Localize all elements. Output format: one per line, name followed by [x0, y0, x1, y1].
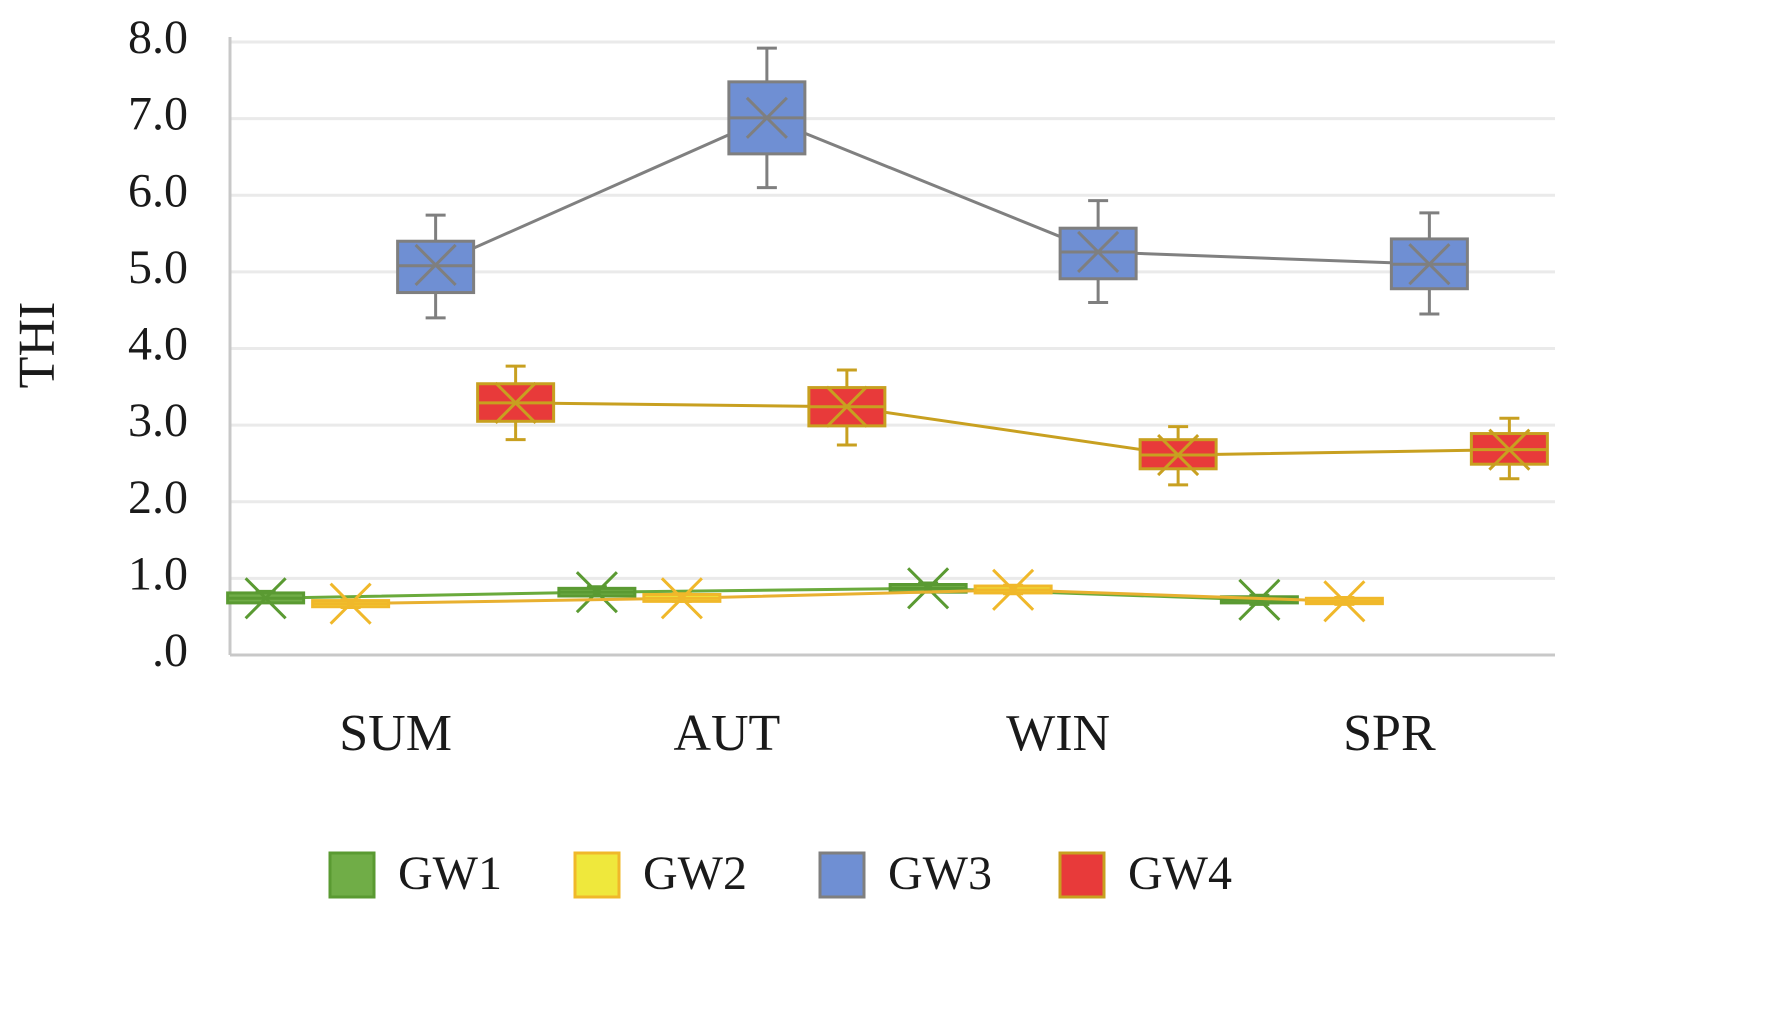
mean-line: [350, 588, 1345, 606]
y-tick-label: 2.0: [128, 471, 188, 524]
mean-marker: [1157, 433, 1200, 477]
y-tick-label: .0: [152, 624, 188, 677]
mean-marker: [329, 582, 372, 625]
mean-marker: [414, 243, 457, 287]
y-tick-label: 3.0: [128, 394, 188, 447]
y-tick-label: 4.0: [128, 318, 188, 371]
mean-line: [515, 401, 1510, 457]
mean-marker: [992, 568, 1035, 611]
y-tick-label: 5.0: [128, 241, 188, 294]
mean-marker: [660, 577, 703, 620]
mean-marker: [825, 385, 868, 428]
legend-swatch: [328, 851, 376, 899]
legend-label: GW2: [643, 847, 747, 900]
mean-marker: [244, 577, 287, 620]
x-tick-label: AUT: [673, 705, 780, 762]
mean-marker: [1408, 243, 1451, 286]
y-tick-label: 1.0: [128, 547, 188, 600]
mean-line: [435, 116, 1430, 267]
x-tick-label: SUM: [339, 705, 452, 762]
mean-marker: [494, 381, 537, 424]
y-axis-label: THI: [9, 302, 66, 389]
legend-label: GW3: [888, 847, 992, 900]
x-tick-label: WIN: [1006, 705, 1110, 762]
legend-label: GW4: [1128, 847, 1232, 900]
mean-marker: [575, 571, 618, 614]
mean-marker: [907, 567, 950, 610]
legend-swatch: [1058, 851, 1106, 899]
legend-label: GW1: [398, 847, 502, 900]
mean-marker: [1323, 580, 1366, 623]
legend-swatch: [573, 851, 621, 899]
mean-marker: [1077, 230, 1120, 274]
y-tick-label: 7.0: [128, 88, 188, 141]
x-tick-label: SPR: [1343, 705, 1436, 762]
y-tick-label: 8.0: [128, 11, 188, 64]
legend-swatch: [818, 851, 866, 899]
y-tick-label: 6.0: [128, 164, 188, 217]
mean-marker: [1488, 428, 1531, 471]
mean-marker: [745, 96, 788, 139]
